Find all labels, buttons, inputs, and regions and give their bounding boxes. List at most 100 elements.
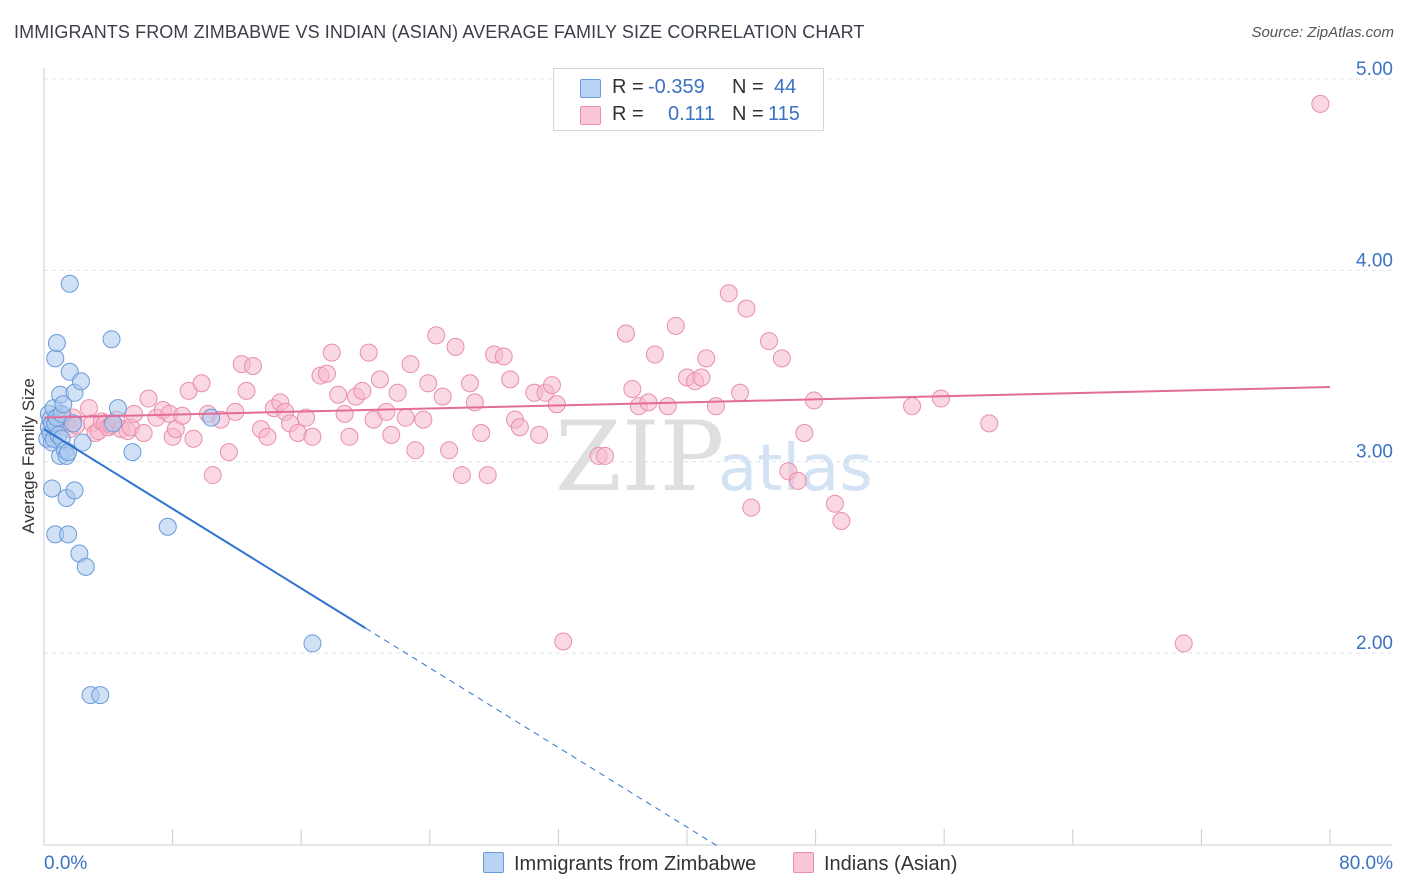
- trend-line-zimbabwe: [43, 428, 367, 629]
- data-point-indians: [322, 343, 341, 362]
- x-tick-label: 80.0%: [1339, 853, 1393, 874]
- chart-title: IMMIGRANTS FROM ZIMBABWE VS INDIAN (ASIA…: [14, 22, 865, 42]
- data-point-indians: [297, 408, 316, 427]
- data-point-indians: [719, 284, 738, 303]
- data-point-indians: [596, 446, 615, 465]
- n-value: 115: [768, 103, 800, 125]
- data-point-indians: [1174, 634, 1193, 653]
- data-point-indians: [258, 427, 277, 446]
- data-point-indians: [530, 425, 549, 444]
- y-tick-label: 4.00: [1356, 250, 1393, 271]
- source-label: Source: ZipAtlas.com: [1251, 24, 1394, 41]
- data-point-zimbabwe: [108, 399, 127, 418]
- data-point-indians: [645, 345, 664, 364]
- data-point-indians: [832, 511, 851, 530]
- data-point-indians: [192, 374, 211, 393]
- data-point-indians: [427, 326, 446, 345]
- data-point-zimbabwe: [102, 330, 121, 349]
- data-point-indians: [478, 466, 497, 485]
- data-point-indians: [825, 494, 844, 513]
- data-point-indians: [388, 383, 407, 402]
- data-point-zimbabwe: [65, 481, 84, 500]
- x-tick-label: 0.0%: [44, 853, 87, 874]
- data-point-indians: [219, 443, 238, 462]
- data-point-indians: [737, 299, 756, 318]
- data-point-indians: [472, 423, 491, 442]
- legend-item-zimbabwe[interactable]: Immigrants from Zimbabwe: [483, 852, 756, 876]
- data-point-indians: [370, 370, 389, 389]
- data-point-indians: [931, 389, 950, 408]
- trend-lines: [43, 386, 1331, 848]
- r-value: 0.111: [668, 103, 716, 125]
- r-value: -0.359: [648, 76, 705, 98]
- data-point-zimbabwe: [59, 525, 78, 544]
- data-point-indians: [303, 427, 322, 446]
- data-point-zimbabwe: [123, 443, 142, 462]
- data-point-indians: [666, 316, 685, 335]
- data-point-zimbabwe: [76, 557, 95, 576]
- data-point-indians: [788, 471, 807, 490]
- data-point-zimbabwe: [59, 443, 78, 462]
- x-ticks: [43, 829, 1331, 845]
- trend-line-indians: [43, 386, 1331, 419]
- data-point-indians: [414, 410, 433, 429]
- r-label: R =: [612, 103, 644, 125]
- data-point-indians: [125, 404, 144, 423]
- data-point-zimbabwe: [104, 414, 123, 433]
- data-point-indians: [353, 381, 372, 400]
- y-axis-title: Average Family Size: [19, 378, 38, 534]
- data-point-indians: [759, 332, 778, 351]
- data-point-indians: [706, 397, 725, 416]
- data-point-zimbabwe: [91, 686, 110, 705]
- data-point-indians: [452, 466, 471, 485]
- data-point-indians: [1311, 94, 1330, 113]
- data-point-indians: [795, 423, 814, 442]
- data-point-zimbabwe: [71, 372, 90, 391]
- data-point-indians: [731, 383, 750, 402]
- data-point-indians: [401, 355, 420, 374]
- data-point-indians: [419, 374, 438, 393]
- data-point-zimbabwe: [60, 274, 79, 293]
- data-point-indians: [494, 347, 513, 366]
- axis-labels: 2.00 3.00 4.00 5.00 0.0% 80.0%: [44, 59, 1393, 874]
- data-point-indians: [184, 429, 203, 448]
- data-point-zimbabwe: [63, 414, 82, 433]
- axes: [43, 68, 1392, 846]
- y-tick-label: 2.00: [1356, 633, 1393, 654]
- legend-swatch-blue: [483, 852, 504, 873]
- legend-swatch-blue: [580, 79, 601, 98]
- series-indians-asian: [51, 94, 1330, 653]
- n-label: N =: [732, 103, 764, 125]
- data-point-zimbabwe: [202, 408, 221, 427]
- data-point-indians: [329, 385, 348, 404]
- data-point-indians: [542, 376, 561, 395]
- data-point-indians: [433, 387, 452, 406]
- data-point-indians: [377, 402, 396, 421]
- r-label: R =: [612, 76, 644, 98]
- data-point-indians: [134, 423, 153, 442]
- data-point-indians: [359, 343, 378, 362]
- data-point-indians: [80, 399, 99, 418]
- data-point-indians: [501, 370, 520, 389]
- watermark: ZIP atlas: [555, 401, 873, 513]
- data-point-indians: [335, 404, 354, 423]
- data-point-zimbabwe: [43, 479, 62, 498]
- data-point-indians: [692, 368, 711, 387]
- data-point-zimbabwe: [47, 334, 66, 353]
- y-tick-label: 5.00: [1356, 59, 1393, 80]
- legend-label: Indians (Asian): [824, 853, 958, 875]
- data-point-indians: [980, 414, 999, 433]
- y-tick-label: 3.00: [1356, 442, 1393, 463]
- data-point-zimbabwe: [73, 433, 92, 452]
- correlation-legend: R = -0.359 N = 44 R = 0.111 N = 115: [553, 68, 824, 131]
- data-point-indians: [616, 324, 635, 343]
- legend-item-indians[interactable]: Indians (Asian): [793, 852, 957, 876]
- data-point-indians: [440, 441, 459, 460]
- data-point-indians: [406, 441, 425, 460]
- data-point-indians: [510, 418, 529, 437]
- data-point-indians: [317, 364, 336, 383]
- watermark-zip: ZIP: [555, 401, 724, 513]
- data-point-indians: [658, 397, 677, 416]
- data-point-indians: [460, 374, 479, 393]
